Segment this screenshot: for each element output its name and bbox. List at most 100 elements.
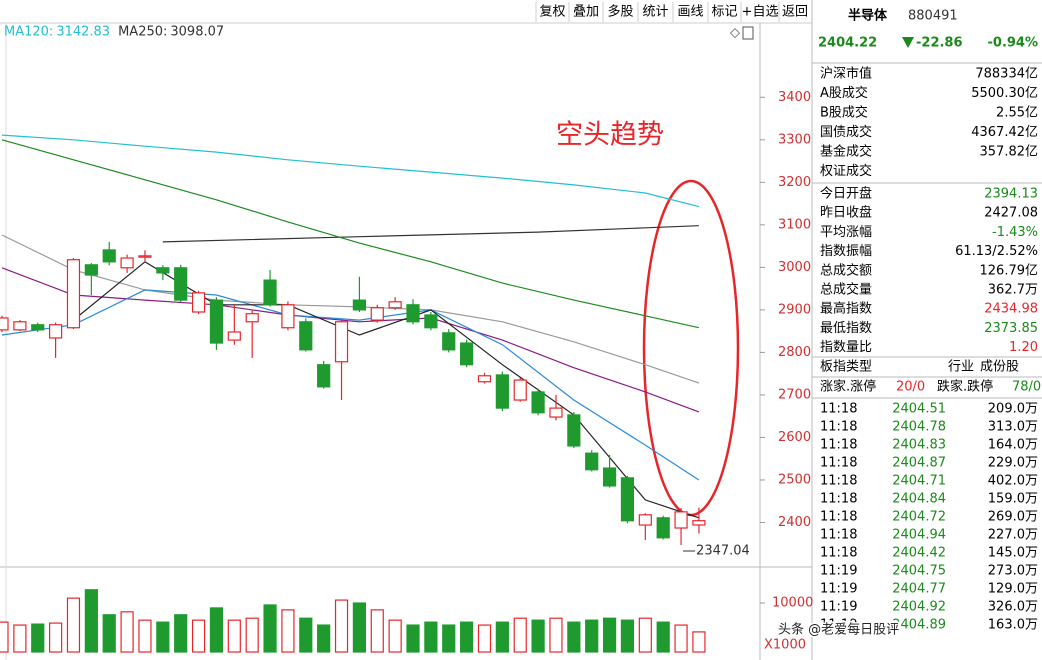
volume-bar: [424, 621, 438, 653]
volume-bar: [245, 617, 259, 653]
tab[interactable]: 成份股: [980, 360, 1019, 375]
candle-body: [0, 317, 9, 331]
stat-label: 基金成交: [820, 144, 872, 160]
candle-body: [549, 407, 563, 418]
diamond-icon[interactable]: ◇: [730, 26, 740, 41]
breadth-down: 78/0: [1012, 380, 1041, 395]
stat-label: 指数振幅: [820, 244, 872, 259]
candle-body: [424, 314, 438, 329]
volume-tick-label: 10000: [772, 596, 813, 611]
stat-label: 昨日收盘: [820, 205, 872, 221]
volume-bar: [585, 619, 599, 653]
change: -22.86: [916, 36, 963, 51]
stat-value: 788334亿: [975, 67, 1038, 82]
candle-body: [674, 511, 688, 529]
candle-body: [102, 249, 116, 263]
down-triangle: [902, 37, 914, 48]
volume-bar: [620, 619, 635, 653]
tick-price: 2404.92: [892, 600, 946, 615]
stat-value: 2434.98: [984, 302, 1038, 317]
tick-time: 11:18: [820, 492, 857, 507]
volume-bar: [0, 621, 9, 653]
tick-time: 11:18: [820, 438, 857, 453]
volume-bar: [102, 614, 116, 653]
tab-title: 板指类型: [820, 360, 872, 375]
tick-volume: 227.0万: [988, 528, 1038, 543]
volume-bar: [531, 619, 545, 653]
volume-bar: [602, 617, 617, 653]
y-tick-label: 3200: [778, 175, 811, 190]
y-tick-label: 2500: [778, 472, 811, 487]
candle-body: [138, 255, 152, 258]
volume-bar: [406, 624, 420, 653]
toolbar-button[interactable]: 多股: [607, 4, 633, 20]
toolbar-button[interactable]: 复权: [539, 4, 565, 20]
candle-body: [495, 374, 509, 409]
stat-label: 总成交量: [820, 282, 872, 298]
candle-body: [174, 267, 188, 301]
candle-body: [299, 321, 313, 351]
candle-body: [120, 257, 134, 269]
y-tick-label: 2700: [778, 387, 811, 402]
volume-bar: [638, 617, 652, 653]
volume-bar: [460, 621, 474, 653]
stat-value: 2373.85: [984, 321, 1038, 336]
tick-volume: 145.0万: [988, 546, 1038, 561]
plot-area: [0, 134, 706, 653]
candle-body: [388, 301, 402, 309]
y-tick-label: 2800: [778, 345, 811, 360]
y-tick-label: 3100: [778, 217, 811, 232]
volume-bar: [352, 602, 366, 653]
stat-value: 2427.08: [984, 206, 1038, 221]
volume-bar: [227, 619, 241, 653]
volume-unit: X1000: [764, 638, 806, 653]
window-icon[interactable]: [742, 26, 754, 40]
toolbar-button[interactable]: 叠加: [573, 5, 599, 20]
tick-price: 2404.87: [892, 456, 946, 471]
volume-bar: [477, 624, 492, 653]
watermark: 头条 @老爱每日股评: [778, 622, 899, 638]
tick-price: 2404.42: [892, 546, 946, 561]
tick-time: 11:18: [820, 420, 857, 435]
stat-label: 沪深市值: [820, 66, 872, 82]
tick-price: 2404.83: [892, 438, 946, 453]
toolbar-button[interactable]: +自选: [742, 5, 779, 20]
stat-label: 指数量比: [820, 340, 872, 355]
ma-line: [162, 225, 699, 243]
tick-time: 11:18: [820, 528, 857, 543]
stat-value: 61.13/2.52%: [955, 244, 1038, 259]
toolbar-button[interactable]: 标记: [711, 5, 737, 20]
tick-time: 11:18: [820, 546, 857, 561]
volume-bar: [209, 607, 224, 653]
volume-bar: [567, 621, 581, 653]
tick-volume: 129.0万: [988, 582, 1038, 597]
tick-time: 11:19: [820, 564, 857, 579]
toolbar-button[interactable]: 返回: [782, 5, 808, 20]
stat-value: 2394.13: [984, 187, 1038, 202]
candle-body: [156, 267, 170, 274]
stat-label: 今日开盘: [820, 186, 872, 202]
volume-bar: [263, 604, 277, 653]
breadth-label: 涨家.涨停: [820, 379, 876, 395]
stat-value: 362.7万: [988, 283, 1038, 298]
tick-price: 2404.89: [892, 618, 946, 633]
volume-bar: [442, 624, 456, 653]
tick-time: 11:19: [820, 582, 857, 597]
stat-label: 权证成交: [820, 163, 872, 179]
ma-line: [1, 289, 700, 481]
legend-value: 3142.83: [56, 25, 110, 40]
tick-time: 11:19: [820, 600, 857, 615]
candle-body: [442, 332, 456, 351]
stat-value: 4367.42亿: [971, 125, 1038, 140]
tab[interactable]: 行业: [948, 360, 974, 375]
candle-body: [49, 324, 63, 339]
toolbar-button[interactable]: 画线: [677, 5, 703, 20]
toolbar-button[interactable]: 统计: [642, 5, 668, 20]
candle-body: [602, 467, 617, 487]
last-price: 2404.22: [818, 36, 877, 51]
tick-volume: 163.0万: [988, 618, 1038, 633]
candle-body: [66, 259, 81, 329]
tick-volume: 273.0万: [988, 564, 1038, 579]
candle-body: [334, 321, 349, 363]
